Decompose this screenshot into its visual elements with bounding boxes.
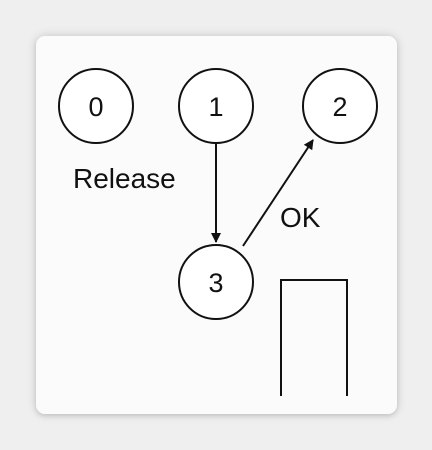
node-1-label: 1 bbox=[208, 92, 223, 122]
node-0: 0 bbox=[58, 68, 134, 144]
release-label: Release bbox=[73, 163, 176, 194]
edge-3-to-2 bbox=[242, 139, 314, 247]
state-diagram: 0 1 2 3 Release OK bbox=[58, 68, 378, 396]
node-1: 1 bbox=[178, 68, 254, 144]
node-3-label: 3 bbox=[208, 268, 223, 298]
node-0-label: 0 bbox=[88, 92, 103, 122]
node-2-label: 2 bbox=[332, 92, 347, 122]
node-3: 3 bbox=[178, 244, 254, 320]
node-2: 2 bbox=[302, 68, 378, 144]
queue-box bbox=[280, 279, 348, 396]
ok-label: OK bbox=[280, 202, 321, 233]
diagram-card: 0 1 2 3 Release OK bbox=[36, 36, 397, 414]
arrow-3-to-2 bbox=[242, 139, 314, 247]
